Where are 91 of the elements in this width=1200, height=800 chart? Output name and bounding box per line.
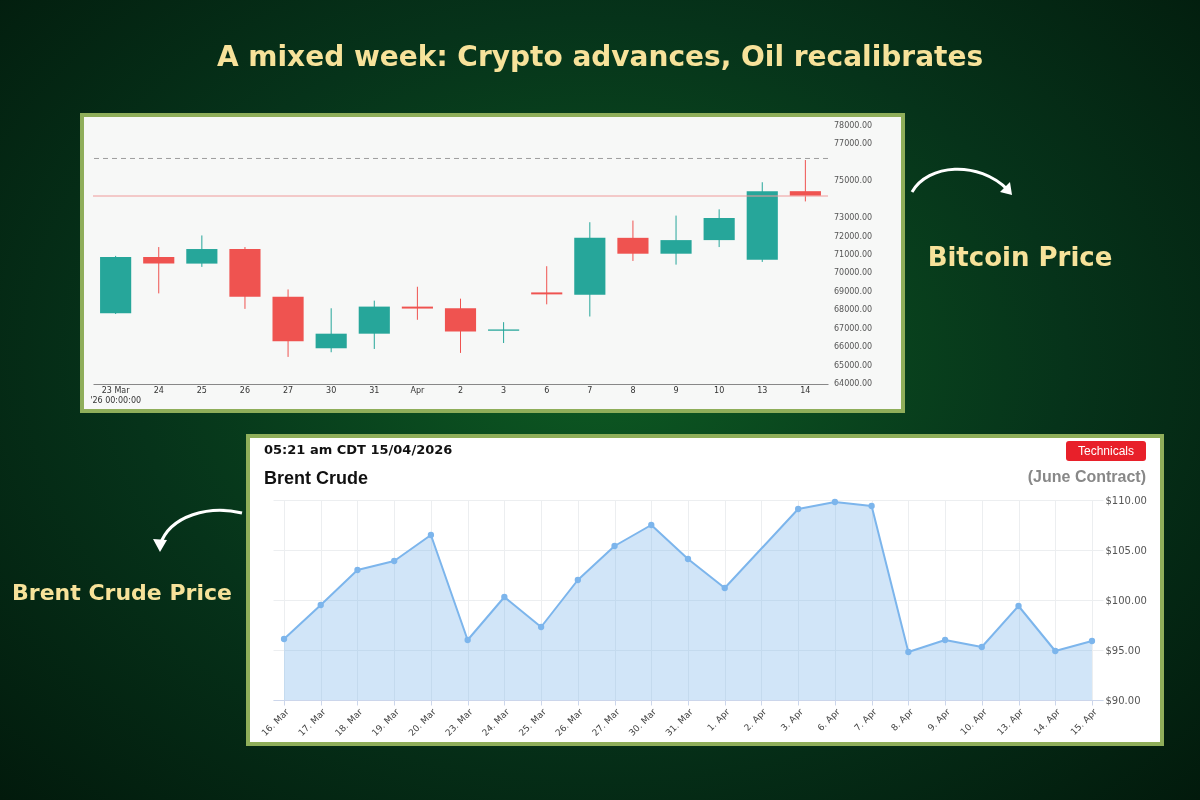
- y-tick-label: 67000.00: [834, 323, 873, 333]
- point: [941, 636, 949, 644]
- candlestick: [143, 246, 175, 294]
- text: Technicals: [1065, 441, 1146, 461]
- point: [868, 502, 875, 510]
- candlestick: [488, 321, 520, 344]
- point: [611, 542, 618, 550]
- y-tick-label: 71000.00: [834, 250, 873, 259]
- y-tick-label: 72000.00: [834, 231, 873, 241]
- x-tick-label: 7: [587, 385, 593, 395]
- y-tick-label: 77000.00: [834, 139, 873, 149]
- chart-title: A mixed week: Crypto advances, Oil recalibrates: [215, 40, 985, 73]
- y-tick-label: 70000.00: [834, 268, 873, 278]
- y-tick-label: $90.00: [1105, 694, 1141, 706]
- y-tick-label: $105.00: [1105, 544, 1147, 556]
- x-tick-label: 13. Apr: [995, 706, 1026, 738]
- x-tick-label: 31. Mar: [663, 706, 696, 739]
- point: [317, 601, 324, 609]
- point: [795, 505, 802, 513]
- x-tick-label: 6. Apr: [815, 706, 842, 733]
- x-tick-label: 9. Apr: [925, 706, 953, 733]
- point: [354, 566, 361, 574]
- x-tick-label: 1. Apr: [705, 706, 732, 733]
- candlestick: [531, 265, 563, 305]
- candlestick: [401, 286, 433, 321]
- x-tick-label: 2. Apr: [742, 706, 769, 733]
- y-tick-label: $100.00: [1105, 594, 1147, 606]
- point: [574, 576, 581, 584]
- x-tick-label: 13: [757, 385, 768, 395]
- x-tick-label: 9: [673, 385, 679, 395]
- x-tick-label: 26. Mar: [553, 706, 585, 739]
- x-tick-label: 20. Mar: [406, 706, 438, 739]
- text: 05:21 am CDT 15/04/2026: [264, 442, 453, 457]
- y-tick-label: $110.00: [1105, 494, 1147, 506]
- x-tick-label: 25. Mar: [516, 706, 549, 739]
- y-tick-label: 68000.00: [834, 305, 873, 315]
- x-tick-label: 7. Apr: [852, 706, 879, 733]
- point: [280, 635, 288, 643]
- point: [501, 593, 508, 601]
- x-tick-label: Apr: [410, 385, 426, 395]
- x-tick-label: 18. Mar: [333, 706, 365, 739]
- point: [648, 521, 655, 529]
- x-tick-label: 2: [457, 385, 464, 395]
- y-tick-label: 69000.00: [834, 286, 873, 296]
- x-tick-label: 14: [800, 385, 811, 395]
- y-tick-label: 65000.00: [834, 360, 873, 370]
- y-tick-label: 64000.00: [834, 379, 873, 388]
- x-tick-label: 15. Apr: [1068, 706, 1100, 738]
- chart-title: Brent Crude: [264, 468, 369, 489]
- x-tick-label: 3: [501, 385, 507, 395]
- point: [905, 648, 912, 656]
- x-tick-label: 23 Mar '26 00:00:00: [90, 385, 142, 405]
- x-tick-label: 25: [196, 385, 207, 395]
- x-tick-label: 14. Apr: [1031, 706, 1063, 738]
- point: [978, 643, 985, 651]
- y-tick-label: 73000.00: [834, 213, 873, 223]
- point: [537, 623, 545, 631]
- x-tick-label: 8: [630, 385, 636, 395]
- point: [1015, 602, 1022, 610]
- point: [391, 557, 398, 565]
- text: Brent Crude Price: [11, 580, 233, 605]
- point: [464, 636, 471, 644]
- point: [684, 555, 692, 563]
- point: [1088, 637, 1096, 645]
- point: [831, 498, 839, 506]
- chart-subtitle: (June Contract): [1027, 468, 1146, 486]
- x-tick-label: 24: [153, 385, 164, 395]
- point: [427, 531, 435, 539]
- y-tick-label: 66000.00: [834, 342, 873, 352]
- y-tick-label: 75000.00: [834, 176, 873, 186]
- x-tick-label: 26: [239, 385, 251, 395]
- x-tick-label: 3. Apr: [778, 706, 806, 733]
- x-tick-label: 27. Mar: [590, 706, 622, 739]
- x-tick-label: 27: [282, 385, 294, 395]
- x-tick-label: 24. Mar: [480, 706, 512, 739]
- point: [721, 584, 728, 592]
- x-tick-label: 10: [714, 385, 725, 395]
- x-tick-label: 19. Mar: [369, 706, 402, 739]
- y-tick-label: 78000.00: [834, 121, 873, 130]
- x-tick-label: 31: [369, 385, 380, 395]
- x-tick-label: 23. Mar: [443, 706, 475, 739]
- x-tick-label: 10. Apr: [958, 706, 989, 738]
- point: [1052, 647, 1059, 655]
- y-tick-label: $95.00: [1105, 644, 1141, 656]
- x-tick-label: 16. Mar: [259, 706, 292, 739]
- x-tick-label: 6: [544, 385, 550, 395]
- x-tick-label: 17. Mar: [296, 706, 328, 739]
- x-tick-label: 30: [326, 385, 337, 395]
- x-tick-label: 30. Mar: [626, 706, 659, 739]
- x-tick-label: 8. Apr: [889, 706, 916, 733]
- text: Bitcoin Price: [926, 242, 1114, 272]
